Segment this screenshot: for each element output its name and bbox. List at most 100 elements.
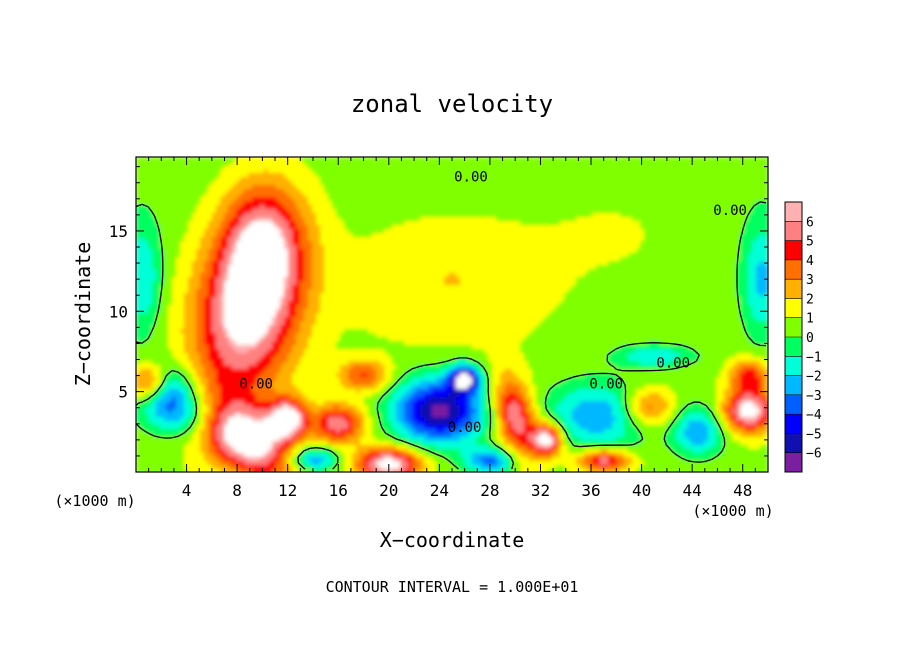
field-cell	[236, 261, 241, 266]
field-cell	[660, 265, 665, 270]
field-cell	[708, 253, 713, 258]
field-cell	[232, 245, 237, 250]
field-cell	[520, 205, 525, 210]
field-cell	[408, 185, 413, 190]
field-cell	[272, 157, 277, 162]
field-cell	[428, 221, 433, 226]
field-cell	[436, 193, 441, 198]
field-cell	[372, 221, 377, 226]
field-cell	[600, 237, 605, 242]
field-cell	[256, 193, 261, 198]
field-cell	[408, 261, 413, 266]
field-cell	[640, 169, 645, 174]
field-cell	[152, 249, 157, 254]
field-cell	[240, 281, 245, 286]
field-cell	[204, 197, 209, 202]
field-cell	[760, 181, 765, 186]
field-cell	[448, 189, 453, 194]
field-cell	[300, 161, 305, 166]
field-cell	[536, 157, 541, 162]
field-cell	[292, 253, 297, 258]
field-cell	[304, 189, 309, 194]
field-cell	[180, 197, 185, 202]
field-cell	[572, 181, 577, 186]
field-cell	[288, 229, 293, 234]
field-cell	[560, 277, 565, 282]
field-cell	[428, 185, 433, 190]
field-cell	[720, 209, 725, 214]
field-cell	[436, 257, 441, 262]
field-cell	[680, 185, 685, 190]
field-cell	[740, 169, 745, 174]
field-cell	[268, 273, 273, 278]
field-cell	[692, 217, 697, 222]
field-cell	[568, 205, 573, 210]
field-cell	[744, 209, 749, 214]
field-cell	[256, 189, 261, 194]
field-cell	[600, 225, 605, 230]
field-cell	[384, 177, 389, 182]
field-cell	[388, 281, 393, 286]
field-cell	[328, 201, 333, 206]
field-cell	[428, 229, 433, 234]
field-cell	[280, 249, 285, 254]
field-cell	[368, 241, 373, 246]
field-cell	[720, 197, 725, 202]
field-cell	[696, 233, 701, 238]
field-cell	[276, 261, 281, 266]
field-cell	[280, 265, 285, 270]
field-cell	[340, 245, 345, 250]
field-cell	[164, 277, 169, 282]
field-cell	[676, 193, 681, 198]
field-cell	[724, 253, 729, 258]
field-cell	[372, 225, 377, 230]
field-cell	[640, 221, 645, 226]
field-cell	[492, 269, 497, 274]
field-cell	[308, 189, 313, 194]
field-cell	[156, 237, 161, 242]
field-cell	[244, 217, 249, 222]
field-cell	[684, 245, 689, 250]
field-cell	[212, 261, 217, 266]
field-cell	[672, 165, 677, 170]
field-cell	[748, 177, 753, 182]
field-cell	[332, 157, 337, 162]
field-cell	[408, 177, 413, 182]
field-cell	[668, 157, 673, 162]
field-cell	[300, 197, 305, 202]
field-cell	[648, 257, 653, 262]
field-cell	[660, 161, 665, 166]
field-cell	[724, 217, 729, 222]
field-cell	[752, 269, 757, 274]
field-cell	[252, 269, 257, 274]
field-cell	[168, 281, 173, 286]
field-cell	[300, 273, 305, 278]
field-cell	[548, 277, 553, 282]
field-cell	[228, 253, 233, 258]
field-cell	[588, 221, 593, 226]
field-cell	[248, 173, 253, 178]
field-cell	[144, 217, 149, 222]
field-cell	[556, 161, 561, 166]
field-cell	[556, 265, 561, 270]
field-cell	[304, 213, 309, 218]
field-cell	[380, 253, 385, 258]
field-cell	[628, 253, 633, 258]
field-cell	[164, 177, 169, 182]
field-cell	[720, 257, 725, 262]
field-cell	[200, 273, 205, 278]
field-cell	[508, 169, 513, 174]
field-cell	[232, 209, 237, 214]
field-cell	[296, 209, 301, 214]
field-cell	[732, 249, 737, 254]
field-cell	[552, 213, 557, 218]
field-cell	[316, 205, 321, 210]
field-cell	[276, 201, 281, 206]
field-cell	[740, 209, 745, 214]
field-cell	[192, 213, 197, 218]
field-cell	[164, 201, 169, 206]
field-cell	[252, 209, 257, 214]
field-cell	[260, 229, 265, 234]
field-cell	[744, 237, 749, 242]
field-cell	[344, 229, 349, 234]
